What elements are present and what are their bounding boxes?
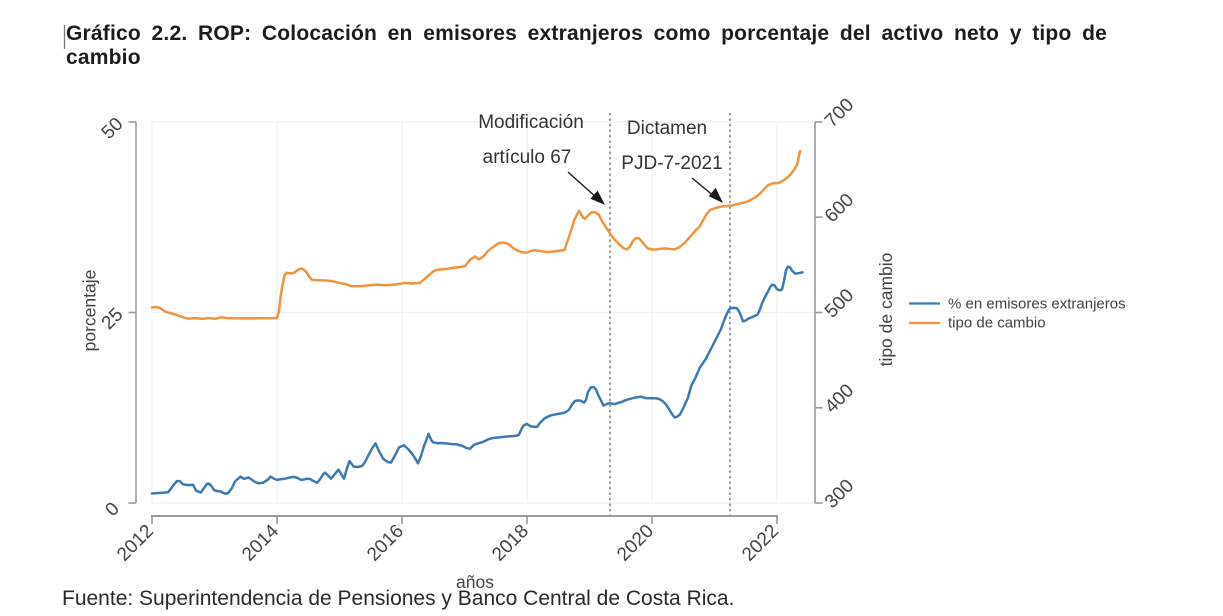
svg-text:años: años bbox=[456, 572, 494, 592]
svg-text:400: 400 bbox=[821, 380, 858, 417]
svg-text:0: 0 bbox=[101, 498, 123, 520]
svg-text:PJD-7-2021: PJD-7-2021 bbox=[621, 153, 722, 174]
svg-text:2020: 2020 bbox=[613, 521, 658, 566]
svg-text:tipo de cambio: tipo de cambio bbox=[876, 253, 896, 367]
svg-text:2012: 2012 bbox=[113, 521, 158, 566]
svg-text:porcentaje: porcentaje bbox=[80, 270, 100, 352]
svg-text:700: 700 bbox=[821, 94, 858, 131]
svg-text:tipo de cambio: tipo de cambio bbox=[948, 315, 1046, 332]
svg-text:2014: 2014 bbox=[238, 520, 283, 565]
svg-text:2022: 2022 bbox=[738, 521, 783, 566]
svg-text:50: 50 bbox=[98, 114, 128, 144]
svg-text:300: 300 bbox=[821, 475, 858, 512]
svg-text:2018: 2018 bbox=[488, 521, 533, 566]
svg-text:% en emisores extranjeros: % en emisores extranjeros bbox=[948, 296, 1126, 313]
svg-text:600: 600 bbox=[821, 190, 858, 227]
svg-text:Dictamen: Dictamen bbox=[627, 118, 707, 139]
svg-text:25: 25 bbox=[98, 304, 128, 334]
svg-text:2016: 2016 bbox=[363, 521, 408, 566]
svg-text:500: 500 bbox=[821, 285, 858, 322]
svg-text:artículo 67: artículo 67 bbox=[483, 147, 572, 168]
svg-text:Modificación: Modificación bbox=[478, 112, 584, 133]
